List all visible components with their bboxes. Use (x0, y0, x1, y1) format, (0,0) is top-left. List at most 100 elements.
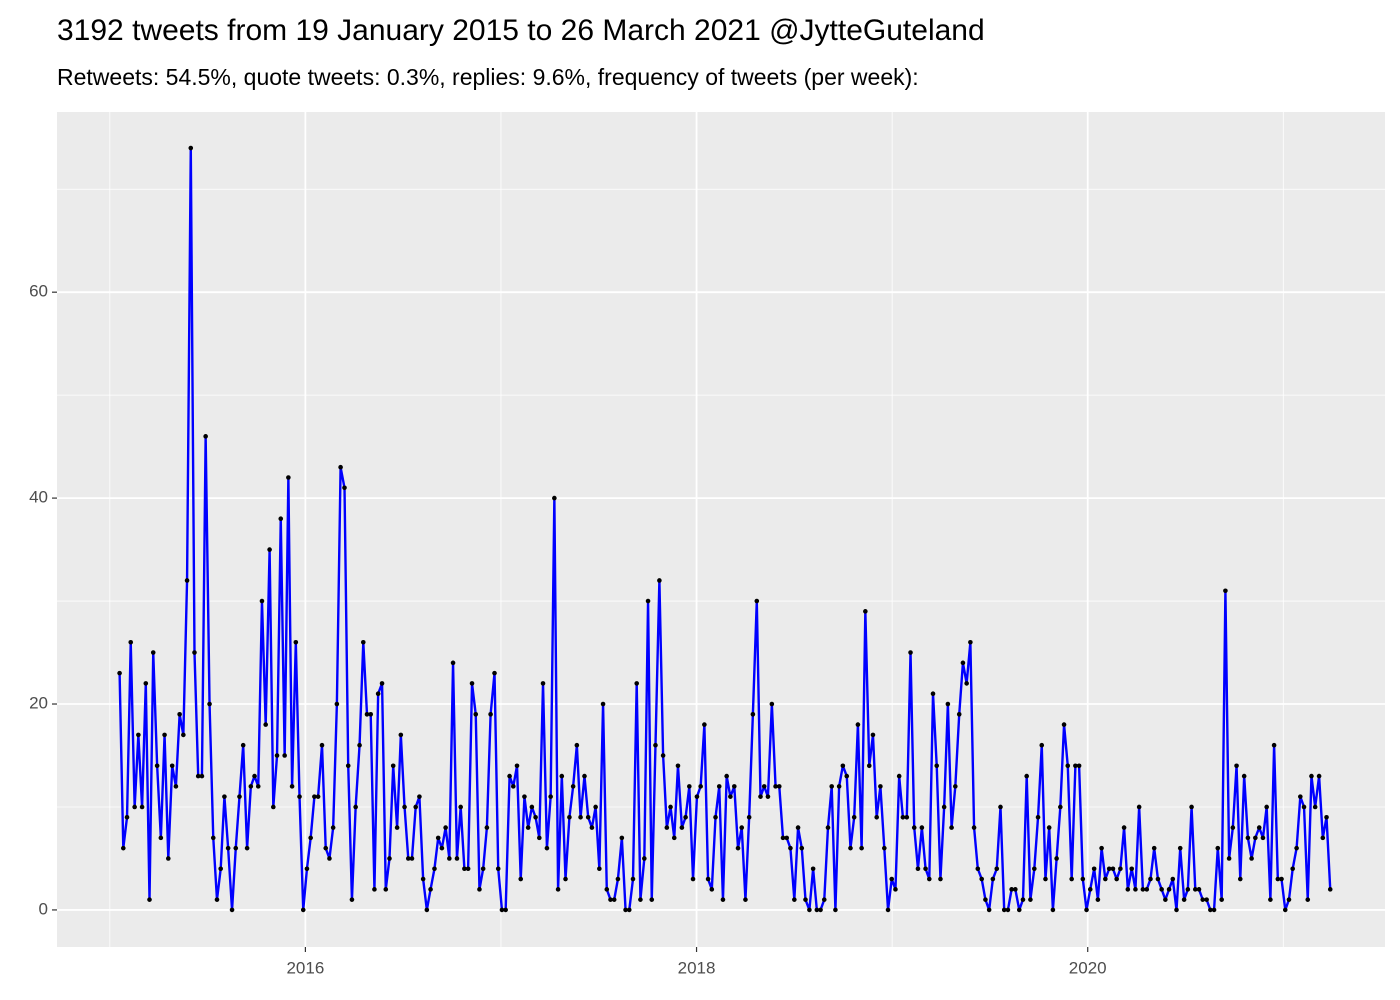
data-point (1035, 814, 1041, 820)
data-point (882, 845, 887, 851)
data-point (795, 825, 801, 830)
data-point (1234, 763, 1239, 769)
data-point (829, 784, 834, 789)
data-point (986, 907, 992, 913)
data-point (559, 773, 565, 779)
data-point (1275, 876, 1281, 882)
data-point (147, 897, 152, 902)
data-point (649, 897, 655, 902)
data-point (342, 485, 347, 491)
data-point (615, 876, 621, 882)
data-point (368, 712, 374, 717)
data-point (1290, 866, 1295, 872)
data-point (990, 876, 996, 882)
data-point (1050, 907, 1056, 913)
data-point (653, 742, 658, 748)
data-point (278, 516, 284, 521)
data-point (818, 907, 823, 913)
data-point (1091, 866, 1097, 872)
data-point (904, 814, 910, 820)
data-point (548, 794, 553, 799)
data-point (1009, 887, 1014, 892)
data-point (1200, 897, 1206, 902)
data-point (1294, 845, 1299, 851)
data-point (357, 742, 362, 748)
data-point (979, 876, 985, 882)
data-point (694, 794, 700, 799)
data-point (1219, 897, 1224, 902)
data-point (657, 578, 662, 583)
data-point (870, 732, 876, 738)
data-point (1073, 763, 1078, 769)
data-point (1103, 876, 1108, 882)
data-point (308, 835, 313, 841)
data-point (893, 887, 898, 892)
data-point (315, 794, 321, 799)
y-tick-label: 40 (29, 488, 48, 507)
data-point (1024, 773, 1029, 779)
data-point (645, 598, 651, 604)
data-point (679, 825, 685, 830)
data-point (210, 835, 216, 841)
data-point (462, 866, 467, 872)
data-point (911, 825, 917, 830)
data-point (709, 887, 715, 892)
data-point (971, 825, 977, 830)
data-point (608, 897, 613, 902)
data-point (776, 784, 782, 789)
data-point (240, 742, 246, 748)
data-point (1129, 866, 1135, 872)
data-point (1316, 773, 1322, 779)
data-point (1185, 887, 1191, 892)
data-point (690, 876, 696, 882)
data-point (851, 814, 857, 820)
data-point (589, 825, 595, 830)
data-point (1268, 897, 1273, 902)
data-point (465, 866, 471, 872)
data-point (334, 701, 340, 707)
data-point (1279, 876, 1284, 882)
data-point (994, 866, 1000, 872)
data-point (136, 732, 141, 738)
data-point (750, 712, 756, 717)
data-point (1084, 907, 1089, 913)
data-point (900, 814, 906, 820)
data-point (181, 732, 186, 738)
data-point (1013, 887, 1018, 892)
data-point (207, 701, 212, 707)
data-point (229, 907, 235, 913)
data-point (117, 670, 122, 676)
data-point (626, 907, 632, 913)
data-point (889, 876, 895, 882)
data-point (814, 907, 820, 913)
data-point (923, 866, 928, 872)
data-point (522, 794, 527, 799)
data-point (919, 825, 925, 830)
data-point (360, 639, 366, 645)
data-point (998, 804, 1003, 810)
data-point (192, 650, 197, 655)
data-point (1076, 763, 1082, 769)
data-point (390, 763, 396, 769)
data-point (1151, 845, 1157, 851)
data-point (859, 845, 864, 851)
data-point (825, 825, 831, 830)
data-point (507, 773, 512, 779)
data-point (687, 784, 692, 789)
data-point (345, 763, 351, 769)
data-point (1166, 887, 1172, 892)
data-point (582, 773, 587, 779)
data-point (634, 681, 640, 686)
data-point (203, 434, 208, 439)
data-point (1016, 907, 1022, 913)
data-point (480, 866, 486, 872)
data-point (746, 814, 752, 820)
data-point (143, 681, 149, 686)
data-point (739, 825, 745, 830)
data-point (379, 681, 385, 686)
data-point (866, 763, 872, 769)
data-point (896, 773, 902, 779)
data-point (1208, 907, 1213, 913)
